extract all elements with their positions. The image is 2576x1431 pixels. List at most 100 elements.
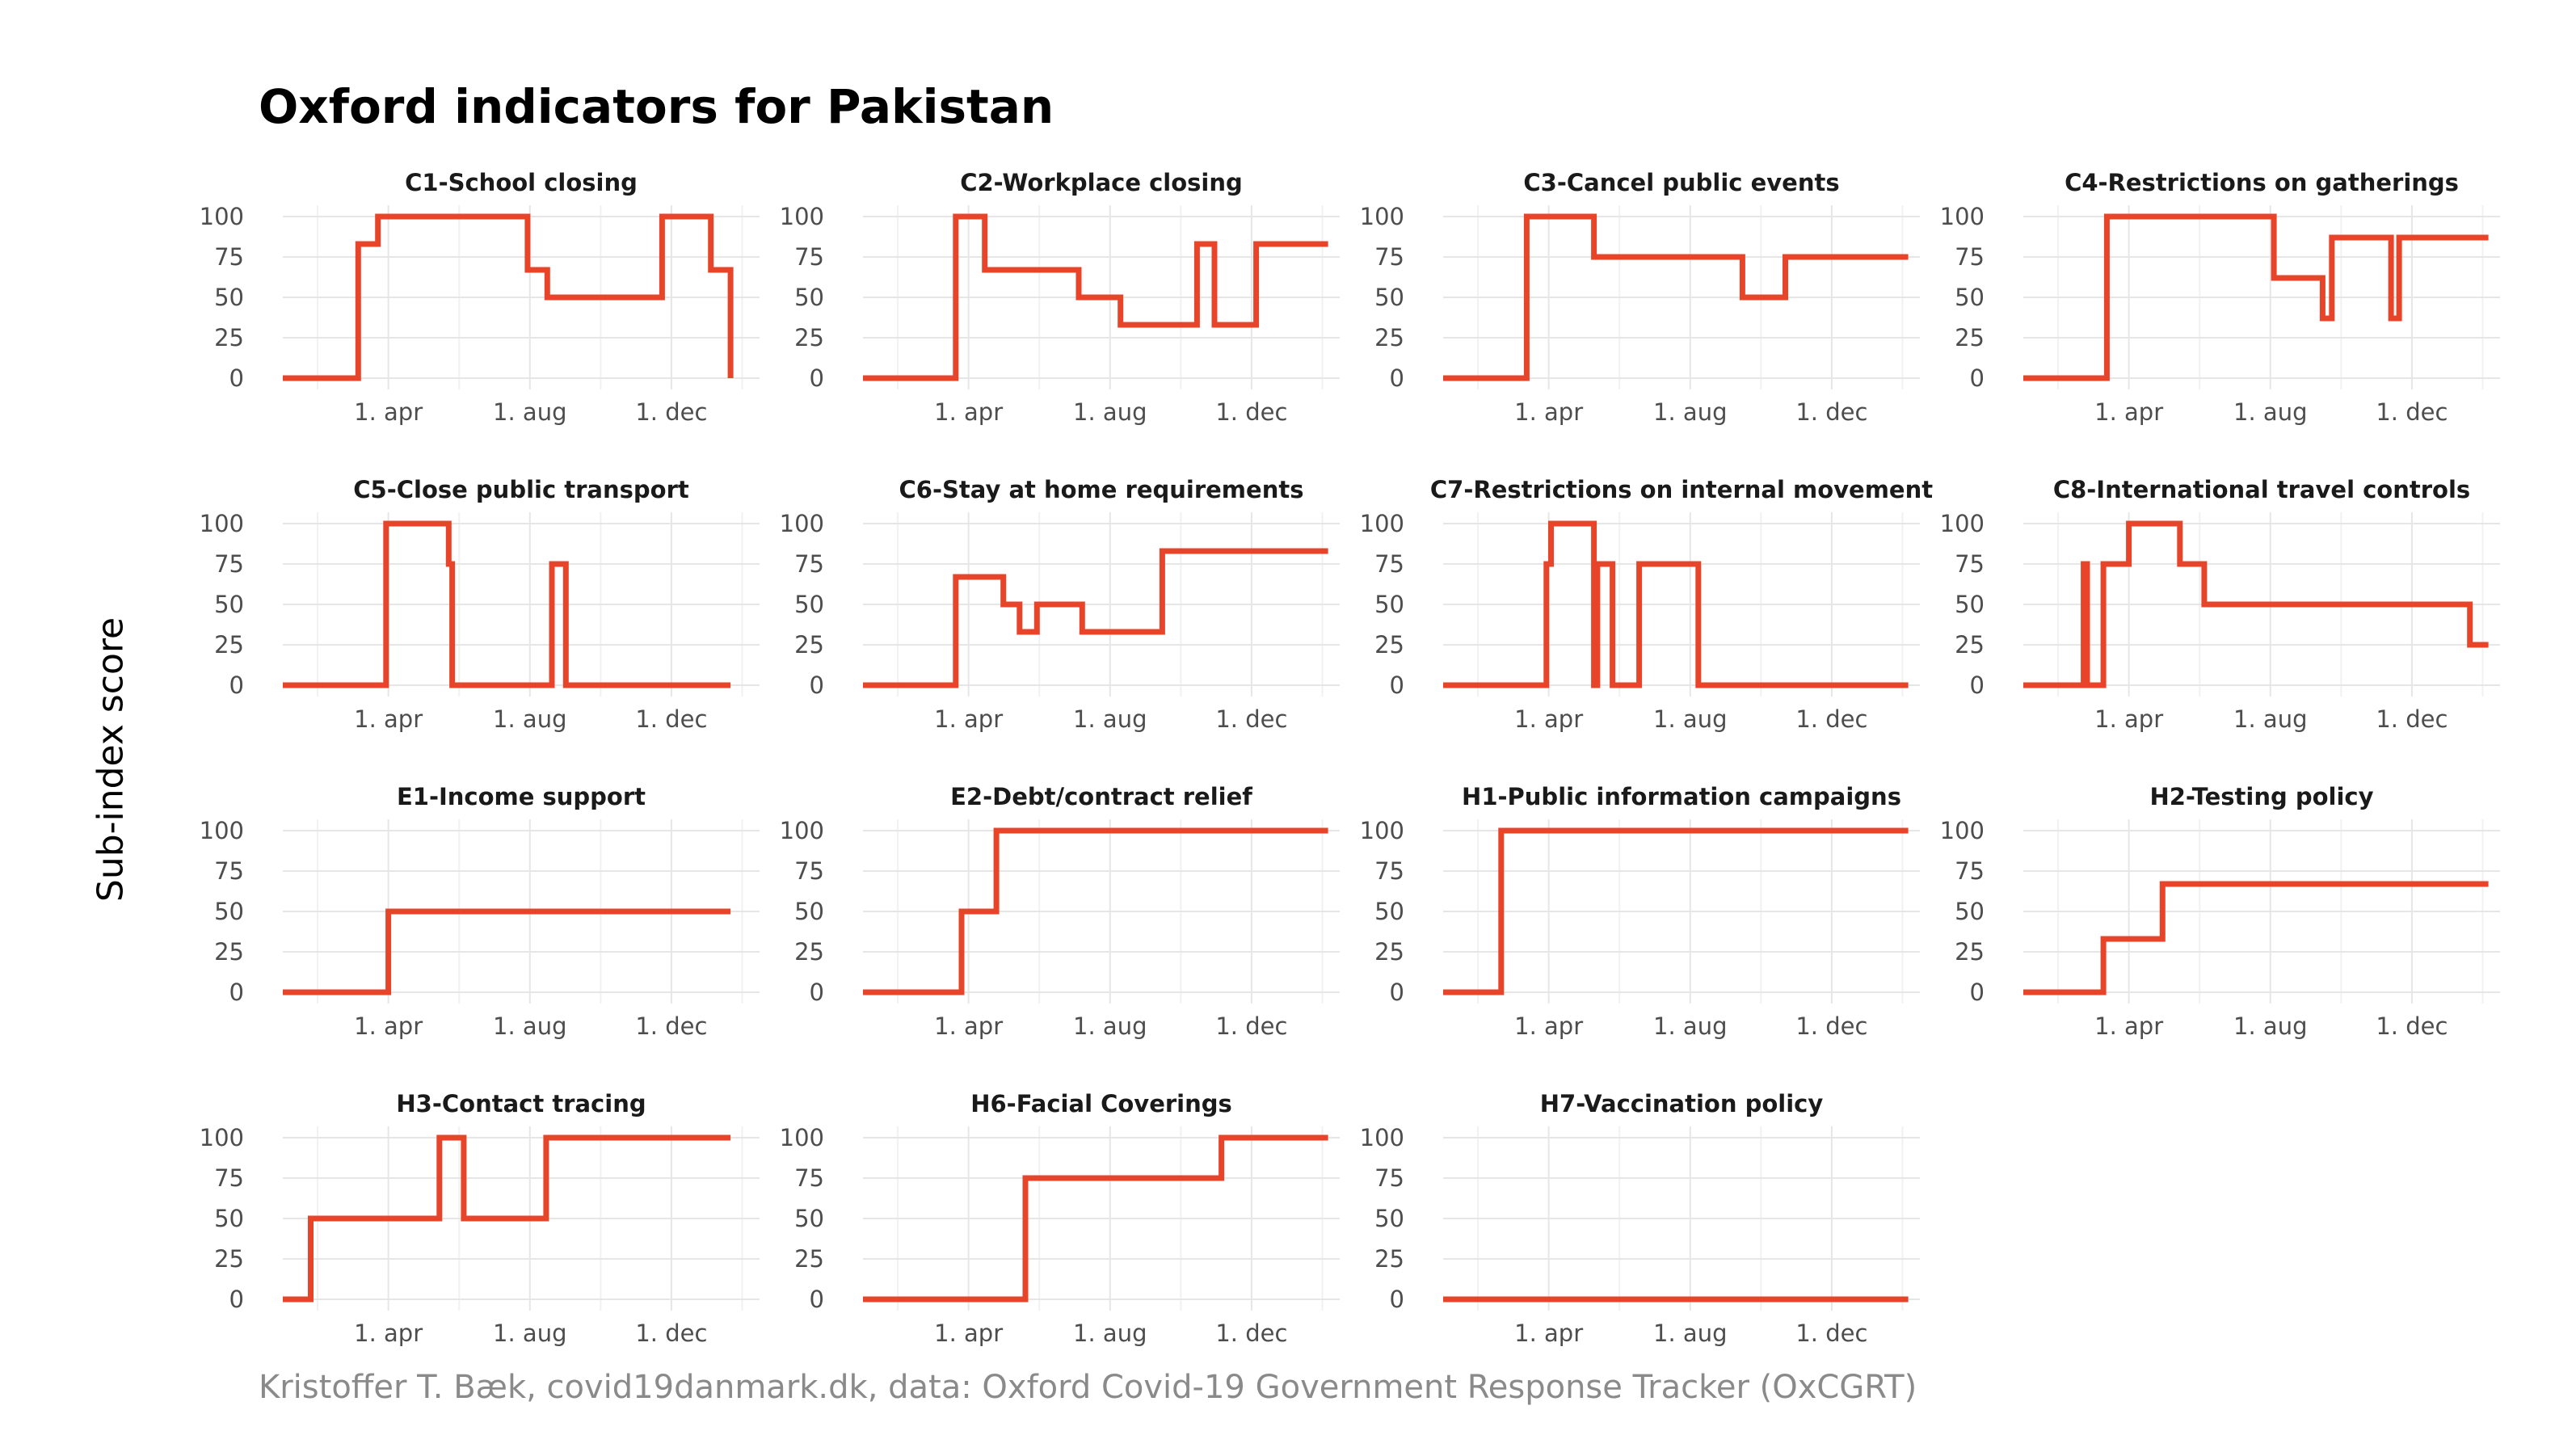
- x-tick-label: 1. dec: [1215, 705, 1287, 733]
- series-line: [863, 213, 1328, 381]
- y-tick-label: 0: [810, 979, 824, 1006]
- x-tick-label: 1. dec: [2376, 1012, 2448, 1040]
- y-tick-label: 100: [780, 510, 824, 537]
- y-tick-label: 25: [214, 938, 244, 966]
- facet-panel: H2-Testing policy 0 25 50 75 100 1. apr 1. aug 1…: [1940, 783, 2500, 1040]
- x-tick-label: 1. dec: [635, 705, 707, 733]
- y-tick-label: 0: [1970, 671, 1985, 699]
- series-line: [283, 908, 731, 995]
- facet-panel: H6-Facial Coverings 0 25 50 75 100 1. apr 1. au…: [780, 1090, 1340, 1347]
- y-tick-label: 75: [1374, 243, 1404, 271]
- y-tick-label: 0: [810, 364, 824, 392]
- series-line: [1443, 520, 1909, 688]
- y-tick-label: 50: [214, 898, 244, 925]
- x-tick-label: 1. dec: [1795, 1012, 1867, 1040]
- y-tick-label: 75: [214, 1164, 244, 1192]
- series-line: [1443, 213, 1909, 381]
- y-tick-label: 50: [1955, 898, 1985, 925]
- y-tick-label: 100: [200, 1124, 244, 1151]
- y-tick-label: 0: [1970, 979, 1985, 1006]
- series-line: [863, 827, 1328, 995]
- panel-title: E2-Debt/contract relief: [950, 783, 1252, 810]
- series-line: [283, 1134, 731, 1303]
- y-tick-label: 25: [1955, 938, 1985, 966]
- x-tick-label: 1. aug: [493, 398, 566, 426]
- x-tick-label: 1. aug: [1653, 1012, 1727, 1040]
- facet-panel: C3-Cancel public events 0 25 50 75 100 1. apr 1…: [1360, 169, 1920, 426]
- x-tick-label: 1. dec: [635, 1319, 707, 1347]
- x-tick-label: 1. apr: [354, 398, 423, 426]
- series-line: [863, 1134, 1328, 1303]
- y-tick-label: 25: [1374, 631, 1404, 659]
- x-tick-label: 1. apr: [1514, 398, 1583, 426]
- x-tick-label: 1. aug: [1073, 1319, 1147, 1347]
- y-tick-label: 25: [214, 631, 244, 659]
- y-tick-label: 25: [1374, 938, 1404, 966]
- y-tick-label: 75: [214, 857, 244, 885]
- y-tick-label: 50: [214, 1205, 244, 1232]
- y-tick-label: 50: [794, 1205, 824, 1232]
- panel-title: C5-Close public transport: [353, 476, 689, 503]
- x-tick-label: 1. aug: [493, 1319, 566, 1347]
- y-tick-label: 100: [1360, 510, 1404, 537]
- y-tick-label: 50: [794, 591, 824, 618]
- facet-panel: C8-International travel controls 0 25 50 75 1…: [1940, 476, 2500, 733]
- x-tick-label: 1. dec: [2376, 705, 2448, 733]
- y-tick-label: 25: [214, 1245, 244, 1273]
- series-line: [2023, 881, 2489, 995]
- y-tick-label: 0: [229, 364, 244, 392]
- facet-panel: E1-Income support 0 25 50 75 100 1. apr 1. aug 1…: [200, 783, 760, 1040]
- y-tick-label: 0: [1390, 1286, 1404, 1313]
- y-tick-label: 0: [229, 671, 244, 699]
- y-tick-label: 100: [1940, 203, 1985, 230]
- x-tick-label: 1. dec: [635, 398, 707, 426]
- y-tick-label: 75: [214, 550, 244, 578]
- facet-panel: C1-School closing 0 25 50 75 100 1. apr 1. aug 1…: [200, 169, 760, 426]
- facet-panel: E2-Debt/contract relief 0 25 50 75 100 1. apr 1…: [780, 783, 1340, 1040]
- y-tick-label: 50: [1374, 898, 1404, 925]
- x-tick-label: 1. aug: [493, 705, 566, 733]
- y-tick-label: 100: [780, 1124, 824, 1151]
- y-tick-label: 100: [1940, 817, 1985, 844]
- y-tick-label: 50: [1955, 284, 1985, 311]
- panel-title: E1-Income support: [397, 783, 646, 810]
- x-tick-label: 1. apr: [934, 398, 1003, 426]
- y-tick-label: 75: [1955, 857, 1985, 885]
- y-tick-label: 50: [214, 284, 244, 311]
- x-tick-label: 1. aug: [1653, 1319, 1727, 1347]
- y-tick-label: 25: [1955, 324, 1985, 351]
- y-tick-label: 50: [1955, 591, 1985, 618]
- y-tick-label: 25: [1374, 1245, 1404, 1273]
- panel-title: H7-Vaccination policy: [1540, 1090, 1824, 1117]
- y-tick-label: 75: [1955, 550, 1985, 578]
- x-tick-label: 1. aug: [1073, 398, 1147, 426]
- y-tick-label: 0: [1390, 671, 1404, 699]
- y-tick-label: 100: [1360, 203, 1404, 230]
- series-line: [283, 520, 731, 688]
- panel-title: H3-Contact tracing: [396, 1090, 646, 1117]
- x-tick-label: 1. apr: [1514, 705, 1583, 733]
- x-tick-label: 1. dec: [2376, 398, 2448, 426]
- y-tick-label: 50: [1374, 591, 1404, 618]
- x-tick-label: 1. apr: [2094, 398, 2163, 426]
- x-tick-label: 1. aug: [2233, 398, 2307, 426]
- x-tick-label: 1. aug: [493, 1012, 566, 1040]
- x-tick-label: 1. dec: [1795, 1319, 1867, 1347]
- y-tick-label: 75: [1374, 857, 1404, 885]
- x-tick-label: 1. dec: [1795, 398, 1867, 426]
- y-tick-label: 50: [1374, 284, 1404, 311]
- y-tick-label: 0: [229, 979, 244, 1006]
- panel-title: C1-School closing: [405, 169, 638, 196]
- y-tick-label: 25: [214, 324, 244, 351]
- y-tick-label: 100: [1940, 510, 1985, 537]
- y-tick-label: 100: [200, 203, 244, 230]
- x-tick-label: 1. aug: [2233, 1012, 2307, 1040]
- y-tick-label: 75: [1955, 243, 1985, 271]
- y-tick-label: 50: [1374, 1205, 1404, 1232]
- y-tick-label: 100: [780, 203, 824, 230]
- y-tick-label: 75: [1374, 550, 1404, 578]
- series-line: [863, 548, 1328, 688]
- panel-title: C4-Restrictions on gatherings: [2065, 169, 2459, 196]
